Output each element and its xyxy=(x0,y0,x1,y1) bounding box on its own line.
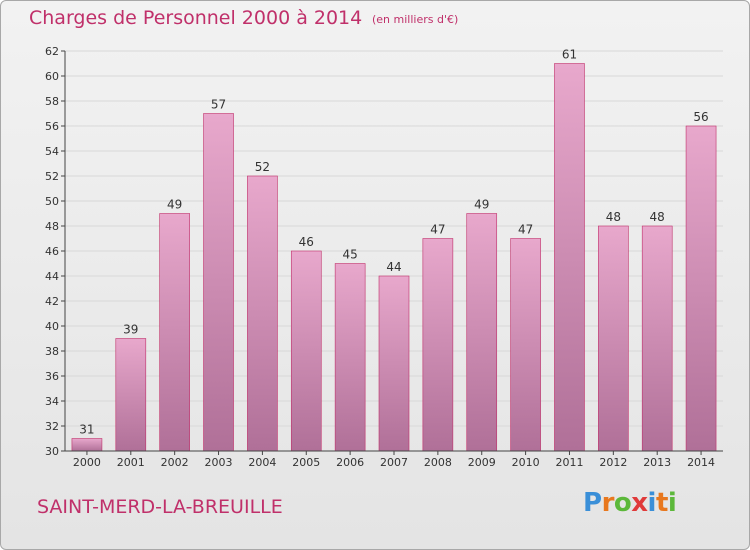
x-tick-label: 2000 xyxy=(73,456,101,469)
value-label: 31 xyxy=(79,423,94,437)
logo-letter: o xyxy=(613,488,632,518)
value-label: 48 xyxy=(650,210,665,224)
x-tick-label: 2014 xyxy=(687,456,715,469)
y-tick-label: 40 xyxy=(45,320,59,333)
bar-2003 xyxy=(203,113,234,452)
x-tick-label: 2001 xyxy=(117,456,145,469)
y-tick-label: 32 xyxy=(45,420,59,433)
x-tick-label: 2008 xyxy=(424,456,452,469)
y-tick-label: 38 xyxy=(45,345,59,358)
axis-layer: 30 32 34 36 38 40 42 44 46 48 50 52 54 56 58 60 62 2000 20… xyxy=(45,45,723,469)
bar-2013 xyxy=(641,225,673,452)
bar-2002 xyxy=(159,213,190,452)
x-tick-label: 2003 xyxy=(205,456,233,469)
bar-2010 xyxy=(510,238,541,452)
bar-2006 xyxy=(334,263,366,452)
bar-2000 xyxy=(71,438,103,452)
logo-letter: t xyxy=(655,488,668,518)
logo-letter: x xyxy=(631,488,648,518)
x-tick-label: 2006 xyxy=(336,456,364,469)
chart-title: Charges de Personnel 2000 à 2014 xyxy=(29,7,363,29)
y-tick-label: 34 xyxy=(45,395,59,408)
x-tick-label: 2011 xyxy=(555,456,583,469)
bar-2007 xyxy=(378,275,410,452)
value-label: 44 xyxy=(386,260,401,274)
bar-2004 xyxy=(247,175,278,452)
y-tick-label: 54 xyxy=(45,145,59,158)
x-tick-label: 2010 xyxy=(512,456,540,469)
y-tick-label: 56 xyxy=(45,120,59,133)
value-label: 49 xyxy=(474,198,489,212)
value-label: 61 xyxy=(562,48,577,62)
proxiti-logo: Proxiti xyxy=(583,488,677,518)
y-tick-label: 36 xyxy=(45,370,59,383)
value-label: 39 xyxy=(123,323,138,337)
bar-2009 xyxy=(466,213,498,452)
bar-2005 xyxy=(290,250,322,452)
x-tick-label: 2002 xyxy=(161,456,189,469)
value-label: 56 xyxy=(693,110,708,124)
x-tick-label: 2004 xyxy=(248,456,276,469)
y-tick-label: 62 xyxy=(45,45,59,58)
x-tick-label: 2007 xyxy=(380,456,408,469)
logo-letter: r xyxy=(601,488,615,518)
x-tick-label: 2009 xyxy=(468,456,496,469)
chart-subtitle: (en milliers d'€) xyxy=(372,13,459,26)
y-tick-label: 50 xyxy=(45,195,59,208)
bar-2011 xyxy=(554,63,585,452)
value-label: 48 xyxy=(606,210,621,224)
bar-layer xyxy=(71,63,717,452)
y-tick-label: 30 xyxy=(45,445,59,458)
commune-name: SAINT-MERD-LA-BREUILLE xyxy=(37,496,283,518)
bar-2001 xyxy=(115,338,147,452)
x-tick-label: 2012 xyxy=(599,456,627,469)
logo-letter: P xyxy=(583,488,602,518)
logo-letter: i xyxy=(667,488,677,518)
y-tick-label: 48 xyxy=(45,220,59,233)
value-label: 47 xyxy=(430,223,445,237)
y-tick-label: 58 xyxy=(45,95,59,108)
y-tick-label: 44 xyxy=(45,270,59,283)
value-label: 49 xyxy=(167,198,182,212)
bar-2008 xyxy=(422,238,454,452)
value-label: 52 xyxy=(255,160,270,174)
x-tick-label: 2005 xyxy=(292,456,320,469)
bar-2012 xyxy=(598,225,629,452)
y-tick-label: 60 xyxy=(45,70,59,83)
y-tick-label: 46 xyxy=(45,245,59,258)
value-label: 46 xyxy=(299,235,314,249)
value-label: 57 xyxy=(211,98,226,112)
y-tick-label: 52 xyxy=(45,170,59,183)
bar-2014 xyxy=(685,125,717,452)
label-layer: 31 39 49 57 52 46 45 44 47 49 47 61 48 48 56 xyxy=(79,48,708,437)
y-tick-label: 42 xyxy=(45,295,59,308)
value-label: 45 xyxy=(342,248,357,262)
value-label: 47 xyxy=(518,223,533,237)
x-tick-label: 2013 xyxy=(643,456,671,469)
logo-letter: i xyxy=(647,488,657,518)
